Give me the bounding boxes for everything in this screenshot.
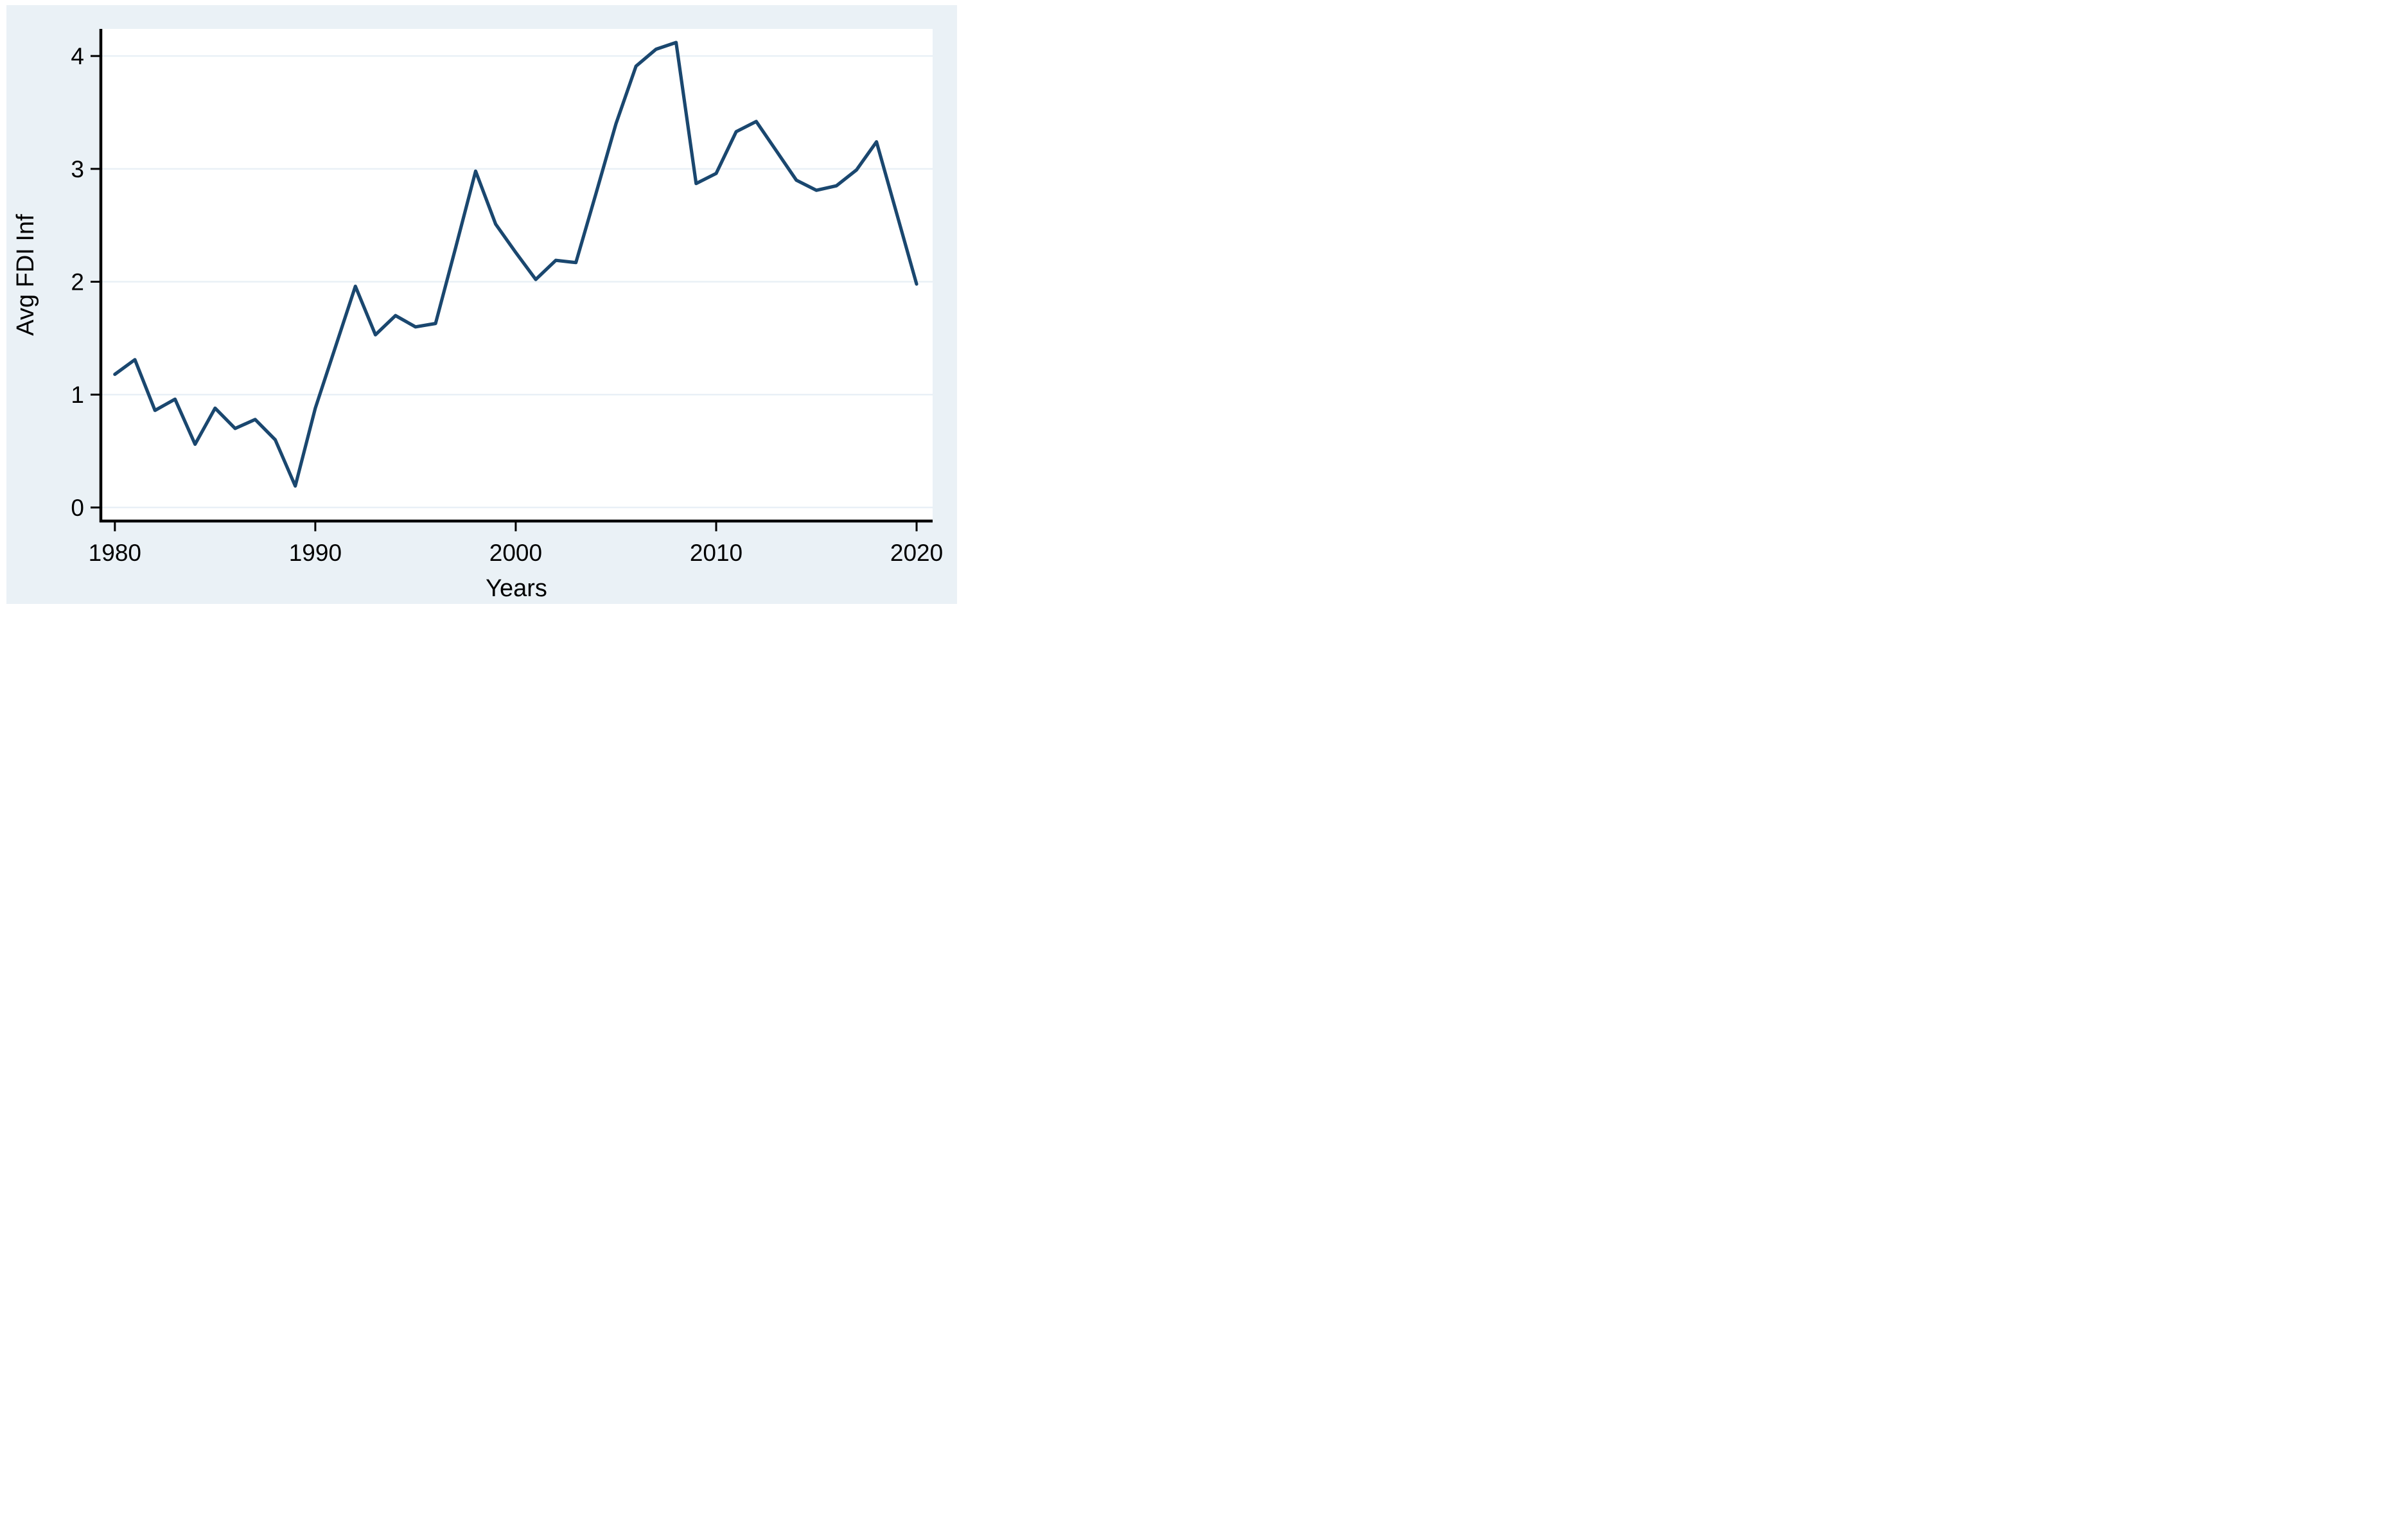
x-tick-label-2020: 2020 bbox=[890, 540, 943, 566]
chart-figure: 0 1 2 3 4 1980 1990 2000 2010 2020 Years Avg FDI … bbox=[0, 0, 963, 609]
horizontal-gridlines bbox=[101, 55, 933, 509]
avg-fdi-inflow-series-line bbox=[113, 40, 918, 488]
x-tick-label-2000: 2000 bbox=[489, 540, 542, 566]
y-tick-label-4: 4 bbox=[71, 43, 84, 69]
x-tick-label-1990: 1990 bbox=[289, 540, 342, 566]
plot-area-background bbox=[101, 29, 933, 521]
x-tick-label-2010: 2010 bbox=[690, 540, 743, 566]
y-tick-label-2: 2 bbox=[71, 269, 84, 296]
y-axis-title: Avg FDI Inf bbox=[12, 214, 39, 336]
y-tick-label-0: 0 bbox=[71, 495, 84, 521]
line-chart: 0 1 2 3 4 1980 1990 2000 2010 2020 Years Avg FDI … bbox=[6, 5, 957, 604]
y-tick-label-3: 3 bbox=[71, 156, 84, 182]
axis-ticks bbox=[91, 55, 918, 531]
y-tick-label-1: 1 bbox=[71, 382, 84, 408]
x-tick-label-1980: 1980 bbox=[89, 540, 141, 566]
x-axis-title: Years bbox=[486, 575, 547, 602]
axis-tick-labels: 0 1 2 3 4 1980 1990 2000 2010 2020 bbox=[71, 43, 943, 566]
